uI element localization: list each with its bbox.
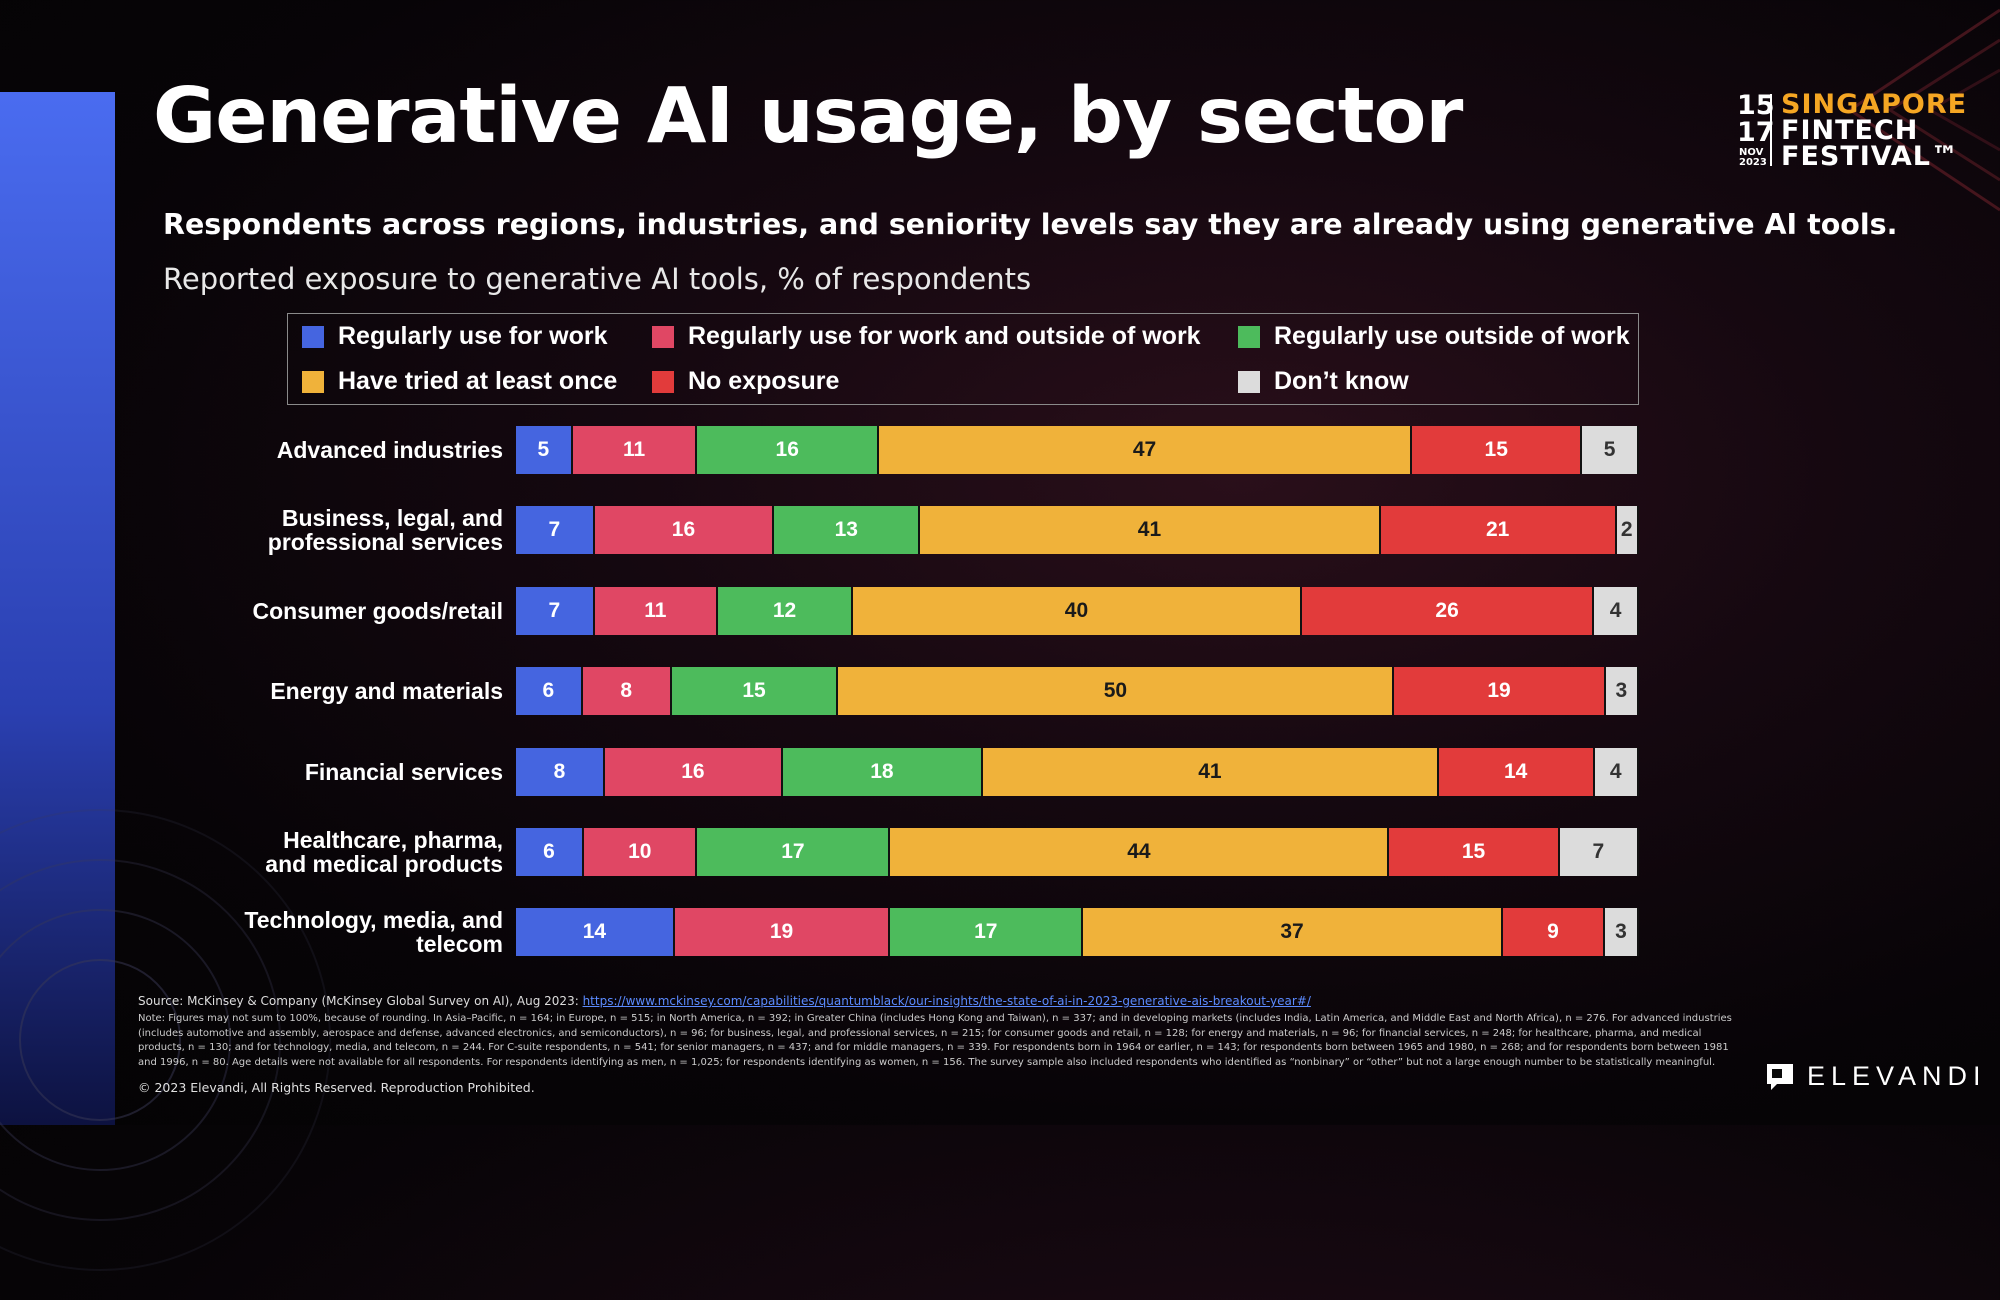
legend-label: Regularly use outside of work [1274, 322, 1630, 350]
bar-segment: 41 [920, 506, 1381, 555]
bar-segment: 11 [594, 586, 719, 635]
legend-item: Regularly use for work [302, 322, 608, 351]
row-label-line: Consumer goods/retail [252, 597, 503, 624]
row-label-line: Advanced industries [276, 437, 503, 463]
bar-segment: 5 [516, 426, 573, 474]
bar-segment: 37 [1083, 908, 1503, 957]
logo-month-year: NOV 2023 [1739, 147, 1767, 168]
row-label-line: Healthcare, pharma, [283, 827, 503, 853]
bar-segment: 3 [1605, 667, 1639, 716]
bar-segment: 14 [1438, 747, 1595, 796]
bar-segment: 6 [516, 667, 583, 716]
legend-swatch [1238, 370, 1260, 393]
bar-segment: 4 [1594, 586, 1639, 635]
bar-segment: 16 [594, 506, 775, 555]
bar-segment: 7 [1559, 828, 1639, 876]
singapore-fintech-festival-logo: 15 17 NOV 2023 SINGAPORE FINTECH FESTIVA… [1737, 90, 1966, 170]
bar-segment: 11 [572, 426, 698, 474]
bar-segment: 7 [516, 506, 595, 555]
legend-label: Have tried at least once [338, 367, 618, 395]
elevandi-wordmark: ELEVANDI [1807, 1061, 1987, 1091]
legend-item: Don’t know [1238, 367, 1409, 396]
bar-segment: 15 [1389, 828, 1560, 876]
bar-segment: 15 [1412, 426, 1583, 474]
legend-swatch [652, 370, 674, 393]
decorative-chevrons [1847, 8, 2000, 212]
chart-title: Reported exposure to generative AI tools… [163, 262, 1032, 296]
logo-words: SINGAPORE FINTECH FESTIVAL™ [1781, 89, 1968, 172]
bar-segment: 6 [516, 828, 585, 876]
row-label-line: professional services [267, 529, 503, 556]
elevandi-mark-icon [1767, 1063, 1793, 1090]
bar-segment: 17 [890, 908, 1084, 957]
legend-swatch [1238, 325, 1260, 348]
bar-segment: 3 [1604, 908, 1639, 957]
legend-swatch [652, 325, 674, 348]
bar-segment: 9 [1502, 908, 1605, 957]
bar-segment: 21 [1380, 506, 1617, 555]
bar-segment: 41 [982, 747, 1439, 796]
copyright: © 2023 Elevandi, All Rights Reserved. Re… [138, 1080, 535, 1095]
bar-segment: 17 [697, 828, 891, 876]
row-label-line: Business, legal, and [281, 505, 503, 532]
bar-segment: 12 [718, 586, 853, 635]
row-label: Consumer goods/retail [253, 599, 503, 623]
bar-segment: 50 [838, 667, 1395, 716]
row-label-line: Technology, media, and [244, 907, 503, 934]
bar-segment: 19 [674, 908, 891, 957]
legend-label: Regularly use for work and outside of wo… [688, 322, 1201, 350]
bar-segment: 18 [782, 747, 983, 796]
subtitle: Respondents across regions, industries, … [163, 208, 1898, 241]
bar-segment: 14 [516, 908, 675, 957]
bar-segment: 13 [774, 506, 921, 555]
row-label: Energy and materials [270, 679, 503, 703]
bar-segment: 16 [697, 426, 879, 474]
logo-divider [1770, 94, 1772, 166]
bar-segment: 8 [516, 747, 605, 796]
bar-segment: 4 [1594, 747, 1639, 796]
bar-segment: 40 [852, 586, 1303, 635]
row-label: Advanced industries [277, 438, 503, 462]
accent-bar [0, 92, 115, 1125]
row-label-line: and medical products [265, 851, 503, 877]
bar-segment: 7 [516, 586, 595, 635]
bar-segment: 10 [584, 828, 698, 876]
row-label-line: Financial services [304, 758, 503, 785]
bar-segment: 16 [604, 747, 783, 796]
footnote: Note: Figures may not sum to 100%, becau… [138, 1013, 1732, 1068]
bar-segment: 47 [878, 426, 1413, 474]
source-link[interactable]: https://www.mckinsey.com/capabilities/qu… [582, 994, 1311, 1008]
bar-segment: 8 [582, 667, 672, 716]
row-label-line: Energy and materials [270, 678, 503, 705]
legend-label: No exposure [688, 367, 840, 395]
legend-label: Regularly use for work [338, 322, 608, 350]
legend-item: Regularly use for work and outside of wo… [652, 322, 1201, 351]
row-label-line: telecom [416, 931, 503, 958]
chart-legend: Regularly use for work Regularly use for… [287, 313, 1639, 405]
row-label: Technology, media, and telecom [244, 908, 503, 956]
legend-item: No exposure [652, 367, 839, 396]
bar-segment: 5 [1582, 426, 1639, 474]
legend-item: Have tried at least once [302, 367, 617, 396]
bar-segment: 19 [1394, 667, 1606, 716]
source-prefix: Source: McKinsey & Company (McKinsey Glo… [138, 994, 583, 1008]
bar-segment: 15 [671, 667, 839, 716]
legend-item: Regularly use outside of work [1238, 322, 1630, 351]
legend-swatch [302, 325, 324, 348]
source-line: Source: McKinsey & Company (McKinsey Glo… [138, 994, 1311, 1008]
row-label: Healthcare, pharma, and medical products [265, 828, 503, 876]
legend-label: Don’t know [1274, 367, 1409, 395]
legend-swatch [302, 370, 324, 393]
logo-days: 15 17 [1737, 90, 1775, 148]
page-title: Generative AI usage, by sector [153, 72, 1463, 161]
bar-segment: 26 [1302, 586, 1595, 635]
row-label: Business, legal, and professional service… [268, 506, 503, 554]
bar-segment: 44 [890, 828, 1390, 876]
row-label: Financial services [305, 760, 503, 784]
bar-segment: 2 [1616, 506, 1639, 555]
elevandi-logo: ELEVANDI [1765, 1061, 1987, 1092]
